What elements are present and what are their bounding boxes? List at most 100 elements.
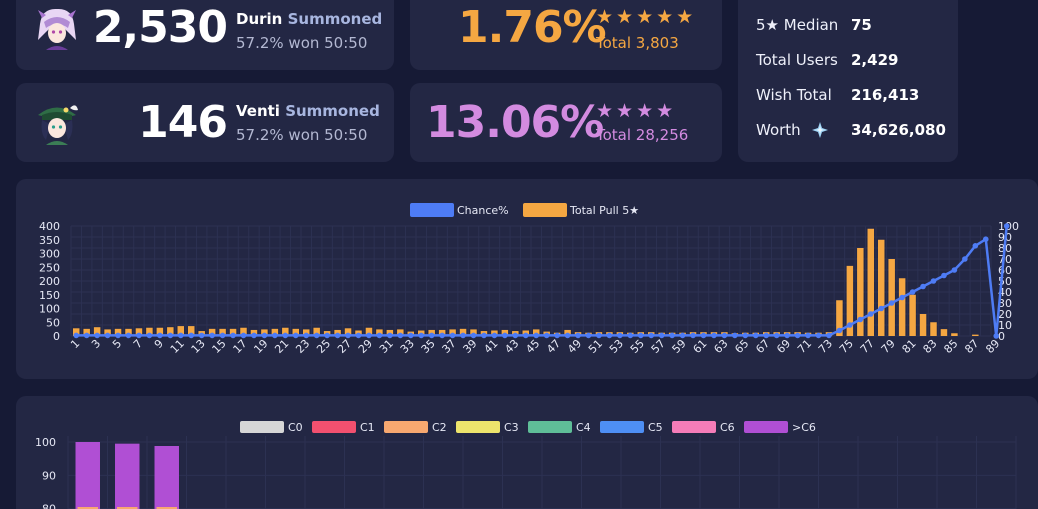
point-chance xyxy=(407,332,414,339)
bar-total-pull xyxy=(219,328,226,336)
four-star-rate-card xyxy=(410,83,722,162)
bar-total-pull xyxy=(125,328,132,336)
banner-card-durin xyxy=(16,0,394,70)
point-chance xyxy=(888,300,895,306)
x-tick: 43 xyxy=(502,337,521,356)
x-tick: 13 xyxy=(189,337,208,356)
bar-total-pull xyxy=(271,328,279,336)
y-tick-left: 50 xyxy=(46,316,60,329)
point-chance xyxy=(826,332,832,339)
point-chance xyxy=(648,332,655,339)
x-tick: 49 xyxy=(565,337,584,356)
x-tick: 21 xyxy=(272,337,291,356)
legend-label-c4: C4 xyxy=(576,421,591,434)
legend-label-c1: C1 xyxy=(360,421,375,434)
x-tick: 69 xyxy=(774,337,793,356)
median-label: 5★ Median xyxy=(756,16,839,34)
y-tick-left: 150 xyxy=(39,289,60,302)
x-tick: 15 xyxy=(210,337,229,356)
total-users-label: Total Users xyxy=(756,51,838,69)
x-tick: 75 xyxy=(837,337,856,356)
point-chance xyxy=(366,332,372,339)
x-tick: 31 xyxy=(377,337,396,356)
bar-total-pull xyxy=(459,328,467,336)
point-chance xyxy=(522,332,529,339)
bar-total-pull xyxy=(146,327,153,336)
point-chance xyxy=(272,332,278,339)
durin-summon-count: 2,530 xyxy=(92,2,228,53)
x-tick: 1 xyxy=(68,337,82,351)
point-chance xyxy=(94,332,100,339)
bar-total-pull xyxy=(208,328,216,336)
y-tick-left: 350 xyxy=(39,234,60,247)
point-chance xyxy=(324,332,330,339)
point-chance xyxy=(543,332,550,339)
legend-label-chance: Chance% xyxy=(457,204,509,217)
point-chance xyxy=(637,332,644,339)
x-tick: 59 xyxy=(670,337,689,356)
legend-label-c6: C6 xyxy=(720,421,735,434)
four-star-rate: 13.06% xyxy=(426,97,604,148)
x-tick: 29 xyxy=(356,337,375,356)
point-chance xyxy=(292,332,299,339)
bar-total-pull xyxy=(313,327,320,336)
point-chance xyxy=(627,332,634,339)
bar-constellation xyxy=(154,446,179,509)
y-tick-right: 0 xyxy=(998,330,1005,343)
x-tick: 25 xyxy=(314,337,333,356)
bar-constellation-lower xyxy=(77,507,98,509)
bar-total-pull xyxy=(344,328,352,336)
bar-total-pull xyxy=(877,239,885,336)
x-tick: 37 xyxy=(440,337,459,356)
wish-total-label: Wish Total xyxy=(756,86,832,104)
bar-total-pull xyxy=(72,328,80,336)
y-tick-left: 300 xyxy=(39,248,60,261)
legend-label-c5: C5 xyxy=(648,421,663,434)
point-chance xyxy=(376,332,383,339)
legend-label-c0: C0 xyxy=(288,421,303,434)
point-chance xyxy=(313,332,320,339)
x-tick: 45 xyxy=(523,337,542,356)
banner-card-venti xyxy=(16,83,394,162)
bar-total-pull xyxy=(836,300,843,336)
bar-total-pull xyxy=(951,333,958,336)
primogem-icon xyxy=(812,122,828,138)
bar-constellation-lower xyxy=(156,507,177,509)
y-tick: 80 xyxy=(42,503,56,509)
bar-total-pull xyxy=(240,327,247,336)
y-tick-right: 20 xyxy=(998,308,1012,321)
bar-total-pull xyxy=(156,327,164,336)
bar-total-pull xyxy=(940,329,948,336)
stats-card xyxy=(738,0,958,162)
x-tick: 33 xyxy=(398,337,417,356)
four-star-icons: ★★★★ xyxy=(596,100,677,122)
x-tick: 9 xyxy=(152,337,166,351)
point-chance xyxy=(397,332,404,339)
point-chance xyxy=(700,332,707,339)
point-chance xyxy=(784,332,790,339)
point-chance xyxy=(617,332,623,339)
x-tick: 61 xyxy=(691,337,710,356)
venti-name: Venti xyxy=(236,102,280,120)
point-chance xyxy=(481,332,487,339)
x-tick: 79 xyxy=(879,337,898,356)
x-tick: 5 xyxy=(110,337,124,351)
legend-swatch-c5 xyxy=(600,421,644,433)
point-chance xyxy=(711,332,717,339)
point-chance xyxy=(899,294,905,301)
point-chance xyxy=(867,311,874,317)
venti-won-text: 57.2% won 50:50 xyxy=(236,126,368,144)
point-chance xyxy=(690,332,696,339)
bar-total-pull xyxy=(282,327,289,336)
legend-swatch-c1 xyxy=(312,421,356,433)
legend-swatch-total-pull xyxy=(523,203,567,217)
point-chance xyxy=(209,332,215,339)
y-tick-left: 250 xyxy=(39,261,60,274)
point-chance xyxy=(470,332,477,339)
five-star-rate: 1.76% xyxy=(458,2,607,53)
point-chance xyxy=(721,332,728,339)
x-tick: 53 xyxy=(607,337,626,356)
point-chance xyxy=(449,332,456,339)
point-chance xyxy=(83,332,90,339)
x-tick: 85 xyxy=(941,337,960,356)
